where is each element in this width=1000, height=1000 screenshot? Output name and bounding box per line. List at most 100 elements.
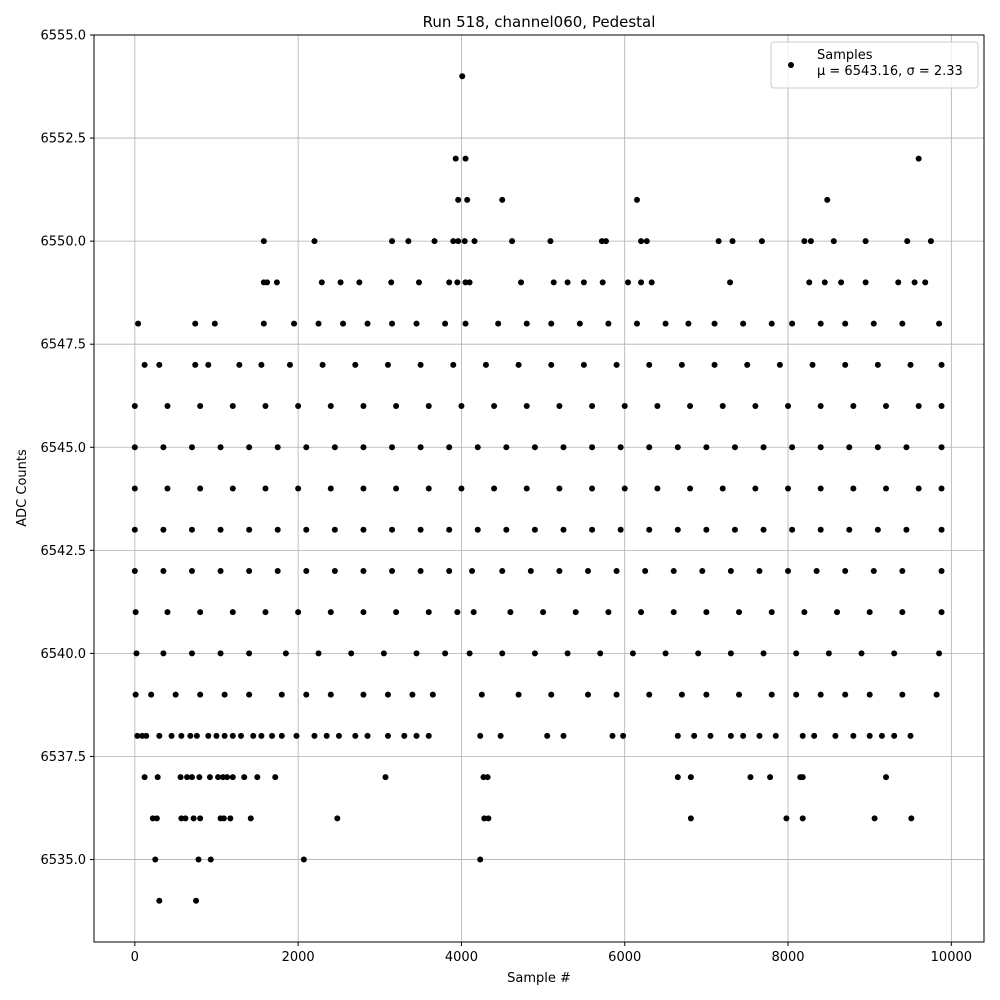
data-point	[401, 732, 408, 739]
data-point	[584, 567, 591, 574]
data-point	[464, 196, 471, 203]
data-point	[531, 650, 538, 657]
data-point	[446, 567, 453, 574]
data-point	[817, 485, 824, 492]
data-point	[193, 732, 200, 739]
y-tick-label: 6540.0	[41, 647, 87, 662]
data-point	[503, 526, 510, 533]
data-point	[184, 774, 191, 781]
data-point	[589, 444, 596, 451]
data-point	[609, 732, 616, 739]
data-point	[452, 155, 459, 162]
data-point	[217, 567, 224, 574]
data-point	[348, 650, 355, 657]
data-point	[160, 650, 167, 657]
data-point	[638, 609, 645, 616]
data-point	[466, 279, 473, 286]
data-point	[550, 279, 557, 286]
data-point	[182, 815, 189, 822]
data-point	[938, 609, 945, 616]
data-point	[621, 485, 628, 492]
data-point	[482, 361, 489, 368]
data-point	[462, 320, 469, 327]
data-point	[364, 732, 371, 739]
data-point	[576, 320, 583, 327]
data-point	[858, 650, 865, 657]
data-point	[613, 691, 620, 698]
data-point	[747, 774, 754, 781]
data-point	[303, 444, 310, 451]
data-point	[168, 732, 175, 739]
data-point	[727, 279, 734, 286]
data-point	[874, 526, 881, 533]
data-point	[642, 567, 649, 574]
data-point	[832, 732, 839, 739]
data-point	[503, 444, 510, 451]
data-point	[364, 320, 371, 327]
data-point	[471, 238, 478, 245]
data-point	[817, 320, 824, 327]
data-point	[509, 238, 516, 245]
data-point	[160, 567, 167, 574]
data-point	[817, 526, 824, 533]
data-point	[789, 526, 796, 533]
legend-label: Samples	[817, 48, 873, 63]
data-point	[785, 485, 792, 492]
data-point	[132, 691, 139, 698]
data-point	[866, 609, 873, 616]
data-point	[613, 567, 620, 574]
data-point	[785, 403, 792, 410]
data-point	[455, 238, 462, 245]
data-point	[393, 403, 400, 410]
data-point	[425, 609, 432, 616]
x-tick-label: 2000	[282, 950, 315, 965]
data-points	[131, 73, 945, 904]
data-point	[824, 196, 831, 203]
data-point	[662, 650, 669, 657]
data-point	[274, 526, 281, 533]
data-point	[740, 320, 747, 327]
data-point	[318, 279, 325, 286]
data-point	[870, 567, 877, 574]
data-point	[331, 567, 338, 574]
data-point	[413, 732, 420, 739]
data-point	[190, 815, 197, 822]
data-point	[246, 567, 253, 574]
data-point	[933, 691, 940, 698]
x-tick-label: 6000	[608, 950, 641, 965]
data-point	[331, 526, 338, 533]
data-point	[156, 361, 163, 368]
data-point	[874, 361, 881, 368]
data-point	[458, 485, 465, 492]
data-point	[384, 691, 391, 698]
data-point	[936, 650, 943, 657]
data-point	[152, 856, 159, 863]
data-point	[491, 485, 498, 492]
data-point	[776, 361, 783, 368]
data-point	[711, 361, 718, 368]
data-point	[899, 609, 906, 616]
data-point	[842, 691, 849, 698]
data-point	[899, 567, 906, 574]
data-point	[927, 238, 934, 245]
data-point	[335, 732, 342, 739]
data-point	[499, 196, 506, 203]
data-point	[188, 444, 195, 451]
data-point	[903, 444, 910, 451]
data-point	[360, 444, 367, 451]
data-point	[938, 526, 945, 533]
data-point	[237, 732, 244, 739]
data-point	[799, 815, 806, 822]
data-point	[911, 279, 918, 286]
data-point	[205, 732, 212, 739]
data-point	[327, 403, 334, 410]
data-point	[164, 403, 171, 410]
data-point	[767, 774, 774, 781]
data-point	[518, 279, 525, 286]
data-point	[866, 732, 873, 739]
data-point	[466, 650, 473, 657]
data-point	[589, 526, 596, 533]
data-point	[703, 691, 710, 698]
data-point	[687, 774, 694, 781]
